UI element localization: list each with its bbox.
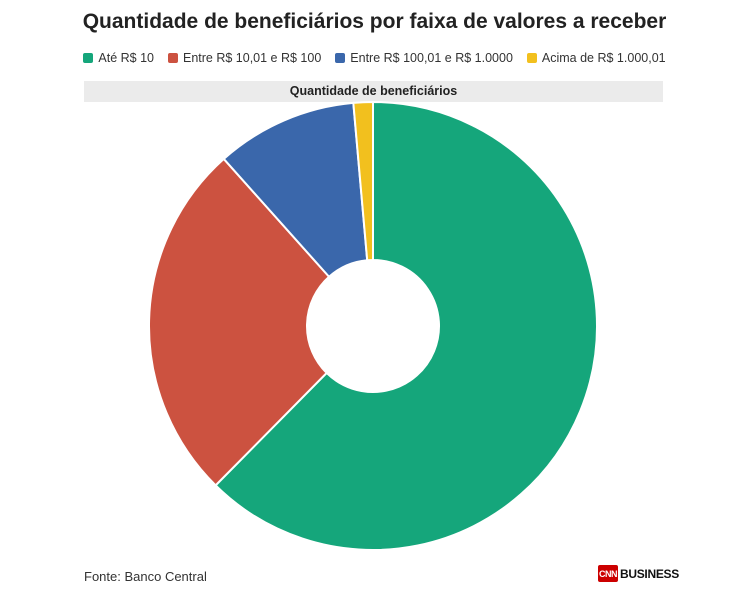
legend-label-1: Entre R$ 10,01 e R$ 100 [182, 51, 322, 65]
legend-item-1[interactable]: Entre R$ 10,01 e R$ 100 [167, 51, 322, 65]
legend-item-3[interactable]: Acima de R$ 1.000,01 [526, 51, 666, 65]
cnn-logo-icon: CNN [598, 565, 618, 582]
legend-swatch-2 [335, 53, 346, 63]
legend-swatch-0 [83, 53, 94, 63]
donut-slice-1[interactable] [148, 157, 331, 487]
legend-swatch-1 [167, 53, 178, 63]
chart-title: Quantidade de beneficiários por faixa de… [82, 10, 667, 33]
legend-swatch-3 [526, 53, 537, 63]
donut-slice-0[interactable] [214, 100, 598, 551]
legend: Até R$ 10 Entre R$ 10,01 e R$ 100 Entre … [0, 51, 749, 65]
legend-label-0: Até R$ 10 [98, 51, 154, 65]
legend-item-2[interactable]: Entre R$ 100,01 e R$ 1.0000 [335, 51, 513, 65]
legend-item-0[interactable]: Até R$ 10 [83, 51, 154, 65]
donut-slice-3[interactable] [352, 100, 374, 262]
legend-label-2: Entre R$ 100,01 e R$ 1.0000 [350, 51, 513, 65]
logo-text: BUSINESS [620, 566, 679, 581]
donut-slice-2[interactable] [222, 101, 369, 279]
chart-subtitle: Quantidade de beneficiários [84, 81, 663, 102]
legend-label-3: Acima de R$ 1.000,01 [541, 51, 666, 65]
cnn-business-logo: CNN BUSINESS [598, 565, 679, 582]
source-note: Fonte: Banco Central [84, 569, 207, 584]
